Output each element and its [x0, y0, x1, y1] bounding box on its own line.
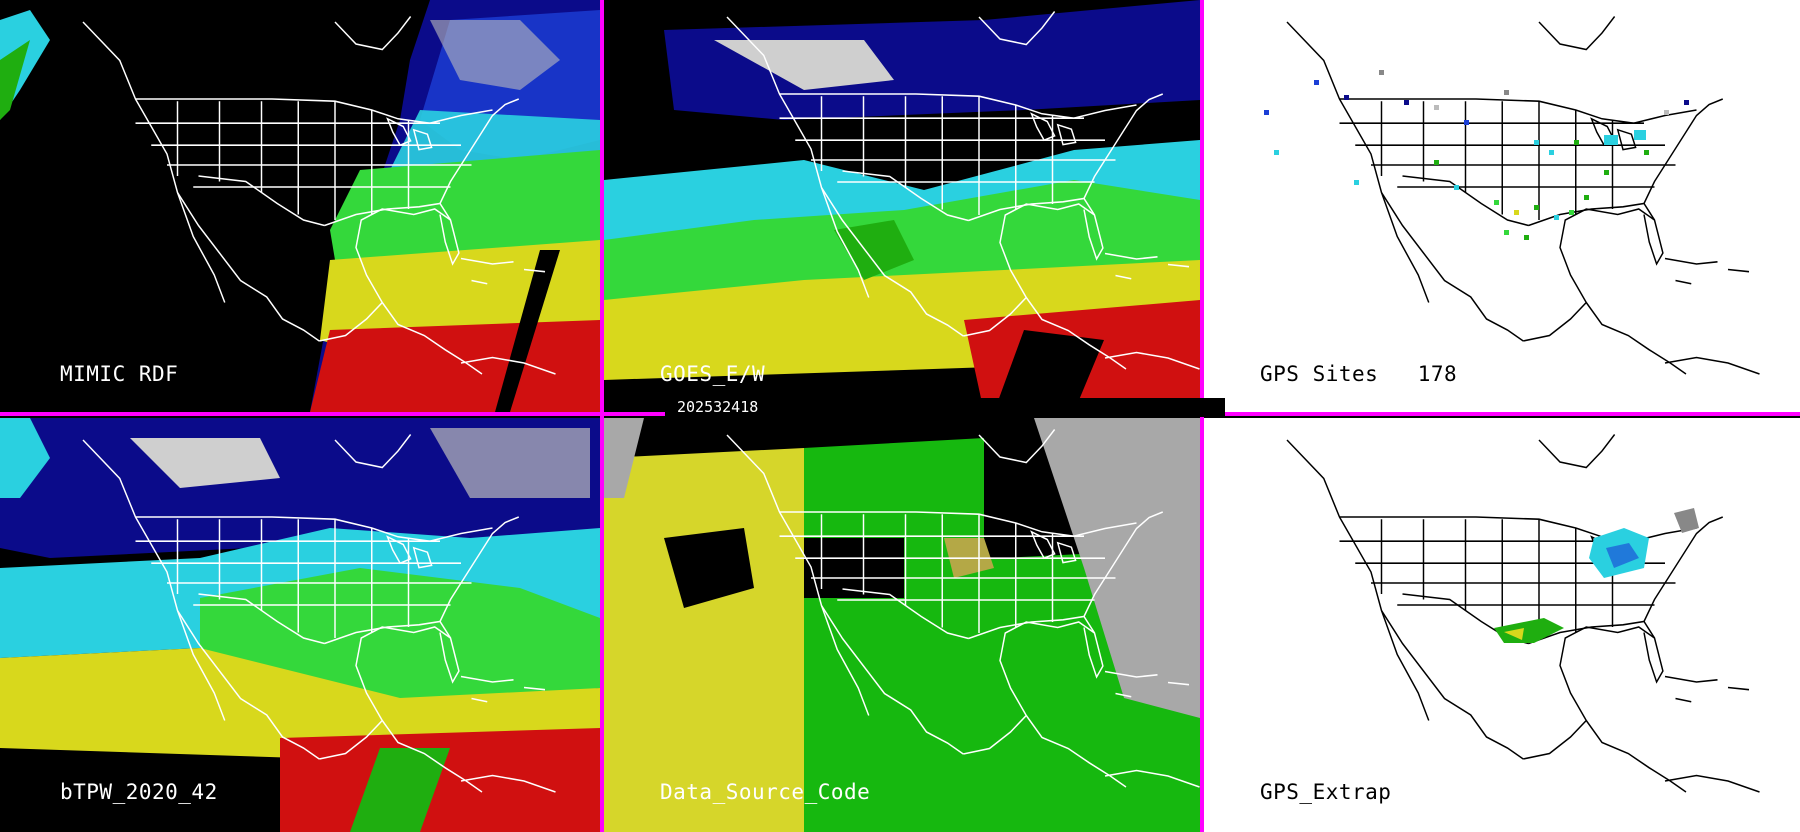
- panel-gps-sites: GPS Sites 178: [1204, 0, 1800, 412]
- panel-label-gps-extrap: GPS_Extrap: [1260, 780, 1392, 804]
- panel-btpw: bTPW_2020_42: [0, 418, 600, 832]
- gps-sites-map: [1264, 15, 1761, 375]
- gps-site-count: 178: [1417, 362, 1458, 386]
- tpw-map-mimic: [0, 0, 600, 412]
- panel-mimic-rdf: MIMIC RDF: [0, 0, 600, 412]
- panel-goes-ew: GOES_E/W: [604, 0, 1200, 412]
- gps-site-markers: [1264, 70, 1689, 240]
- timestamp: 202532418: [665, 398, 1225, 417]
- panel-label-mimic: MIMIC RDF: [60, 362, 179, 386]
- tpw-map-goes: [604, 0, 1200, 412]
- extrap-area-gulf: [1494, 618, 1564, 643]
- panel-data-source: Data_Source_Code: [604, 418, 1200, 832]
- divider-vertical-left: [600, 0, 604, 832]
- panel-gps-extrap: GPS_Extrap: [1204, 418, 1800, 832]
- gps-extrap-map: [1286, 433, 1761, 793]
- data-source-map: [604, 418, 1200, 832]
- panel-label-goes: GOES_E/W: [660, 362, 766, 386]
- panel-label-btpw: bTPW_2020_42: [60, 780, 218, 804]
- panel-label-data-source: Data_Source_Code: [660, 780, 871, 804]
- panel-label-gps-sites: GPS Sites 178: [1260, 362, 1457, 386]
- tpw-map-btpw: [0, 418, 600, 832]
- gps-sites-title: GPS Sites: [1260, 362, 1379, 386]
